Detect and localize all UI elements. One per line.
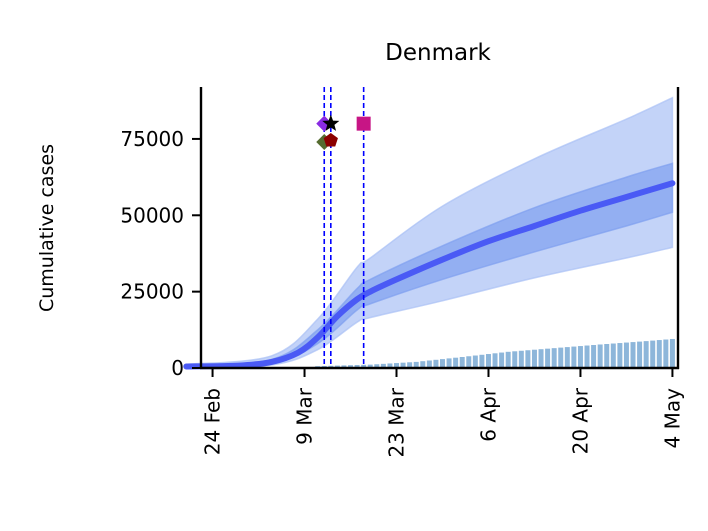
- case-bar: [604, 344, 610, 368]
- case-bar: [630, 342, 636, 368]
- case-bar: [545, 348, 551, 368]
- case-bar: [571, 346, 577, 368]
- case-bar: [492, 353, 498, 368]
- case-bar: [610, 343, 616, 368]
- case-bar: [433, 359, 439, 368]
- case-bar: [663, 339, 669, 368]
- case-bar: [413, 361, 419, 368]
- case-bar: [394, 363, 399, 368]
- case-bar: [623, 342, 629, 368]
- case-bar: [354, 365, 360, 368]
- case-bar: [485, 354, 491, 368]
- case-bar: [387, 363, 393, 368]
- x-ticks-layer: 24 Feb 9 Mar 23 Mar 6 Apr 20 Apr 4 May: [201, 368, 684, 458]
- median-line: [183, 180, 676, 370]
- case-bar: [400, 362, 406, 368]
- case-bar: [380, 363, 386, 368]
- case-bar: [643, 341, 649, 368]
- y-tick-label: 50000: [120, 203, 184, 227]
- case-bar: [466, 356, 472, 368]
- case-bar: [341, 365, 347, 368]
- case-bar: [525, 350, 531, 368]
- case-bar: [538, 349, 544, 368]
- median-line-layer: [183, 180, 676, 370]
- y-tick-label: 0: [171, 356, 184, 380]
- case-bar: [531, 349, 537, 368]
- case-bar: [459, 357, 465, 368]
- case-bar: [499, 352, 505, 368]
- case-bar: [479, 354, 485, 368]
- case-bar: [597, 344, 603, 368]
- case-bar: [440, 359, 445, 368]
- chart-title: Denmark: [385, 40, 491, 66]
- intervention-markers-layer: [316, 114, 371, 150]
- case-bar: [472, 355, 478, 368]
- case-bar: [348, 365, 354, 368]
- outer-band-layer: [185, 96, 674, 369]
- case-bar: [551, 348, 557, 368]
- case-bar: [591, 345, 597, 368]
- case-bar: [407, 362, 413, 368]
- case-bar: [367, 364, 373, 368]
- intervention-marker-square: [356, 116, 371, 131]
- x-tick-label: 9 Mar: [293, 387, 317, 445]
- case-bar: [564, 347, 570, 368]
- x-tick-label: 20 Apr: [568, 387, 592, 454]
- axes-layer: [199, 87, 680, 370]
- case-bar: [617, 343, 623, 368]
- case-bar: [453, 357, 459, 368]
- case-bar: [650, 340, 656, 368]
- case-bar: [374, 364, 380, 368]
- case-bar: [584, 345, 590, 368]
- case-bar: [669, 338, 675, 368]
- case-bar: [361, 364, 367, 368]
- case-bar: [656, 340, 662, 368]
- case-bar: [558, 347, 564, 368]
- case-bar: [420, 361, 426, 368]
- case-bar: [512, 351, 518, 368]
- y-ticks-layer: 0 25000 50000 75000: [120, 127, 201, 380]
- case-bar: [446, 358, 452, 368]
- case-bar: [426, 360, 432, 368]
- case-bar: [505, 351, 511, 368]
- intervention-lines-layer: [323, 87, 365, 368]
- x-tick-label: 6 Apr: [476, 387, 500, 441]
- x-tick-label: 23 Mar: [385, 387, 409, 457]
- case-bar: [518, 350, 524, 368]
- case-bar: [637, 341, 643, 368]
- y-axis-label: Cumulative cases: [36, 144, 58, 312]
- x-tick-label: 24 Feb: [201, 388, 225, 455]
- intervention-marker-star: [322, 114, 340, 131]
- outer-uncertainty-band: [185, 96, 674, 369]
- case-bar: [577, 346, 583, 368]
- bars-layer: [315, 338, 675, 368]
- y-tick-label: 75000: [120, 127, 184, 151]
- x-tick-label: 4 May: [660, 388, 684, 449]
- intervention-marker-pentagon: [323, 132, 338, 147]
- y-tick-label: 25000: [120, 280, 184, 304]
- case-bar: [334, 365, 340, 368]
